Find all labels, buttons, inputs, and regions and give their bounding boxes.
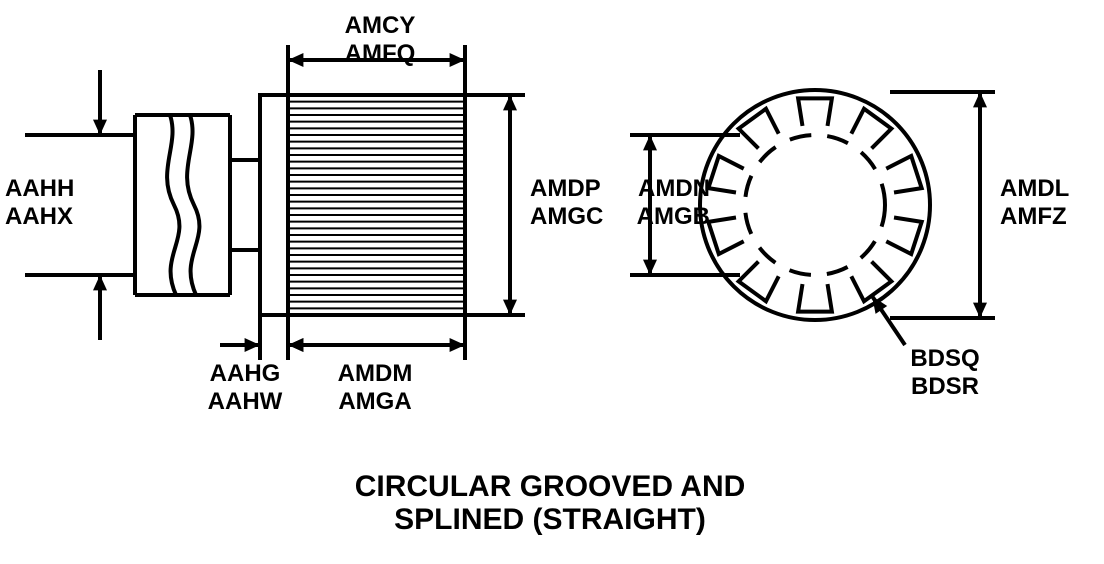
label-ring-inner-1: AMDN [610, 175, 710, 203]
label-groove-w-2: AMGA [310, 388, 440, 416]
label-collar-w-1: AAHG [195, 360, 295, 388]
label-mid-height-2: AMGC [530, 203, 620, 231]
label-collar-w: AAHG AAHW [195, 360, 295, 415]
label-left-height-1: AAHH [5, 175, 95, 203]
label-groove-w-1: AMDM [310, 360, 440, 388]
label-left-height-2: AAHX [5, 203, 95, 231]
label-spline-ptr: BDSQ BDSR [895, 345, 995, 400]
title-line-1: CIRCULAR GROOVED AND [270, 470, 830, 503]
label-top-width-1: AMCY [305, 12, 455, 40]
label-ring-inner: AMDN AMGB [610, 175, 710, 230]
label-mid-height: AMDP AMGC [530, 175, 620, 230]
label-left-height: AAHH AAHX [5, 175, 95, 230]
label-top-width: AMCY AMFQ [305, 12, 455, 67]
label-ring-outer-1: AMDL [1000, 175, 1100, 203]
label-spline-ptr-2: BDSR [895, 373, 995, 401]
label-groove-w: AMDM AMGA [310, 360, 440, 415]
label-top-width-2: AMFQ [305, 40, 455, 68]
label-collar-w-2: AAHW [195, 388, 295, 416]
diagram-title: CIRCULAR GROOVED AND SPLINED (STRAIGHT) [270, 470, 830, 536]
title-line-2: SPLINED (STRAIGHT) [270, 503, 830, 536]
label-ring-inner-2: AMGB [610, 203, 710, 231]
label-spline-ptr-1: BDSQ [895, 345, 995, 373]
label-mid-height-1: AMDP [530, 175, 620, 203]
label-ring-outer-2: AMFZ [1000, 203, 1100, 231]
label-ring-outer: AMDL AMFZ [1000, 175, 1100, 230]
diagram-stage: AMCY AMFQ AAHH AAHX AMDP AMGC AMDN AMGB … [0, 0, 1104, 564]
